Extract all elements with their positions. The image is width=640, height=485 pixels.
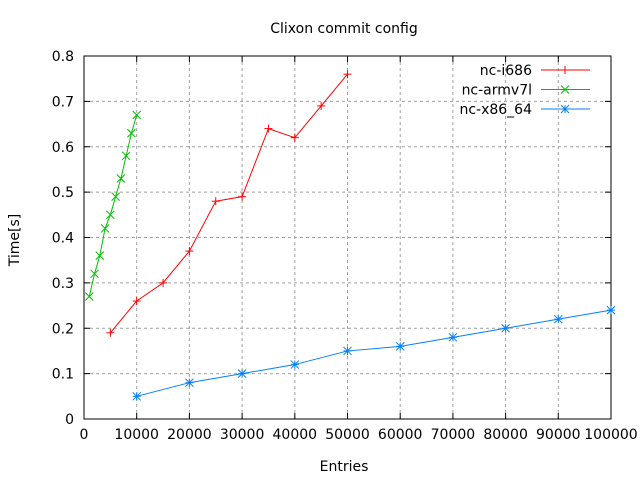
data-point	[105, 210, 115, 220]
data-point	[237, 369, 247, 378]
marker-part	[448, 332, 458, 342]
marker-part	[606, 305, 616, 315]
marker-part	[343, 346, 352, 356]
marker-part	[185, 378, 194, 388]
series-group	[84, 70, 616, 401]
marker-part	[560, 85, 570, 94]
data-point	[343, 346, 352, 356]
data-point	[116, 174, 126, 183]
y-tick-label: 0.1	[52, 367, 74, 383]
data-point	[553, 314, 563, 324]
x-tick-label: 50000	[325, 427, 370, 443]
data-point	[185, 247, 194, 256]
marker-part	[132, 110, 142, 120]
marker-part	[95, 251, 105, 261]
marker-part	[395, 342, 405, 351]
data-point	[290, 133, 299, 142]
marker-part	[111, 192, 120, 202]
axes: 0 10000 20000 30000 40000 50000 60000 70000 8000…	[52, 49, 638, 443]
series-line	[136, 309, 612, 397]
data-point	[290, 360, 300, 369]
data-point	[132, 297, 141, 306]
y-tick-label: 0.8	[52, 49, 74, 65]
marker-part	[105, 210, 115, 220]
data-point	[238, 192, 247, 201]
series-nc-x86_64	[132, 305, 616, 401]
data-point	[90, 269, 99, 279]
legend-label: nc-armv7l	[462, 83, 532, 99]
marker-part	[127, 128, 136, 138]
x-tick-label: 60000	[378, 427, 423, 443]
y-tick-label: 0.5	[52, 185, 74, 201]
x-axis-label: Entries	[320, 459, 369, 475]
y-tick-label: 0.7	[52, 94, 74, 110]
y-axis-label: Time[s]	[7, 214, 23, 267]
data-point	[264, 124, 273, 133]
data-point	[159, 278, 168, 287]
legend-label: nc-x86_64	[459, 102, 532, 118]
data-point	[501, 323, 510, 333]
y-tick-label: 0.4	[52, 231, 74, 247]
y-tick-label: 0.3	[52, 276, 74, 292]
grid	[84, 56, 611, 419]
marker-part	[553, 314, 563, 324]
data-point	[185, 378, 194, 388]
marker-part	[132, 391, 142, 401]
data-point	[395, 342, 405, 351]
legend-marker	[560, 85, 570, 94]
data-point	[448, 332, 458, 342]
marker-part	[121, 151, 131, 161]
data-point	[84, 292, 94, 301]
legend: nc-i686 nc-armv7l nc-x86_64	[459, 63, 590, 118]
x-tick-label: 100000	[584, 427, 637, 443]
marker-part	[116, 174, 126, 183]
x-tick-label: 40000	[273, 427, 318, 443]
x-tick-label: 0	[80, 427, 89, 443]
legend-label: nc-i686	[480, 63, 532, 79]
marker-part	[290, 360, 300, 369]
data-point	[606, 305, 616, 315]
series-line	[109, 73, 348, 334]
x-tick-label: 20000	[167, 427, 212, 443]
x-tick-label: 10000	[114, 427, 159, 443]
y-tick-label: 0	[65, 412, 74, 428]
x-tick-label: 90000	[536, 427, 581, 443]
marker-part	[100, 224, 110, 233]
data-point	[211, 197, 220, 206]
marker-part	[84, 292, 94, 301]
data-point	[106, 328, 115, 337]
plot-border	[83, 55, 612, 420]
y-tick-label: 0.6	[52, 140, 74, 156]
x-tick-label: 70000	[431, 427, 476, 443]
series-nc-armv7l	[84, 110, 142, 301]
legend-marker	[561, 66, 569, 74]
marker-part	[501, 323, 510, 333]
chart-title: Clixon commit config	[270, 21, 418, 37]
series-line	[88, 114, 138, 297]
series-nc-i686	[106, 70, 352, 337]
marker-part	[90, 269, 99, 279]
data-point	[95, 251, 105, 261]
x-tick-label: 80000	[483, 427, 528, 443]
data-point	[127, 128, 136, 138]
data-point	[317, 101, 326, 110]
data-point	[111, 192, 120, 202]
data-point	[121, 151, 131, 161]
x-tick-label: 30000	[220, 427, 265, 443]
y-tick-label: 0.2	[52, 321, 74, 337]
data-point	[132, 110, 142, 120]
data-point	[100, 224, 110, 233]
marker-part	[560, 104, 570, 114]
marker-part	[237, 369, 247, 378]
data-point	[132, 391, 142, 401]
legend-marker	[560, 104, 570, 114]
data-point	[343, 70, 352, 79]
